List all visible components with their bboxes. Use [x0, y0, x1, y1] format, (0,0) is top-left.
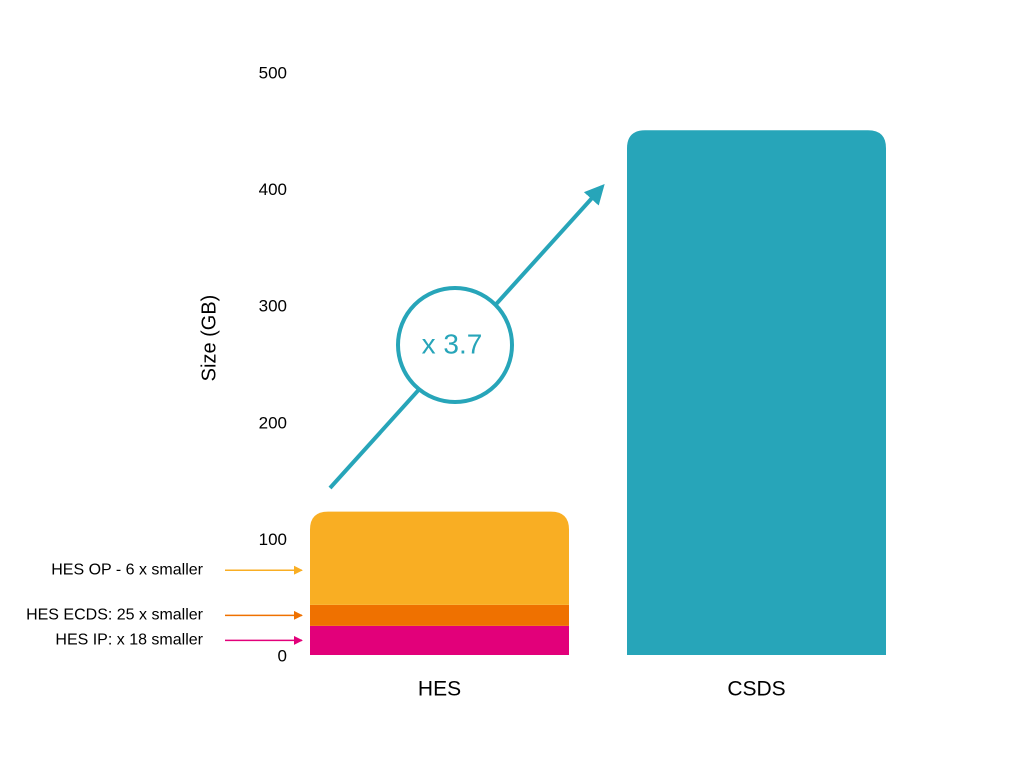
y-tick-label: 0: [278, 646, 287, 665]
legend-label: HES ECDS: 25 x smaller: [26, 607, 204, 624]
bars: [310, 130, 886, 656]
x-tick-label: HES: [418, 678, 461, 701]
bar-segment: [627, 130, 886, 656]
legend-label: HES OP - 6 x smaller: [51, 561, 203, 578]
bar-segment: [310, 604, 569, 626]
annotation-circle: [396, 286, 514, 404]
y-tick-label: 500: [259, 63, 287, 82]
bar-segment: [310, 511, 569, 605]
y-tick-label: 200: [259, 413, 287, 432]
y-axis-label: Size (GB): [198, 295, 220, 382]
legend-label: HES IP: x 18 smaller: [55, 632, 203, 649]
x-tick-label: CSDS: [727, 678, 785, 701]
y-tick-label: 400: [259, 180, 287, 199]
bar-segment: [310, 625, 569, 655]
annotation: x 3.7: [422, 328, 483, 359]
y-tick-label: 100: [259, 530, 287, 549]
y-tick-label: 300: [259, 297, 287, 316]
